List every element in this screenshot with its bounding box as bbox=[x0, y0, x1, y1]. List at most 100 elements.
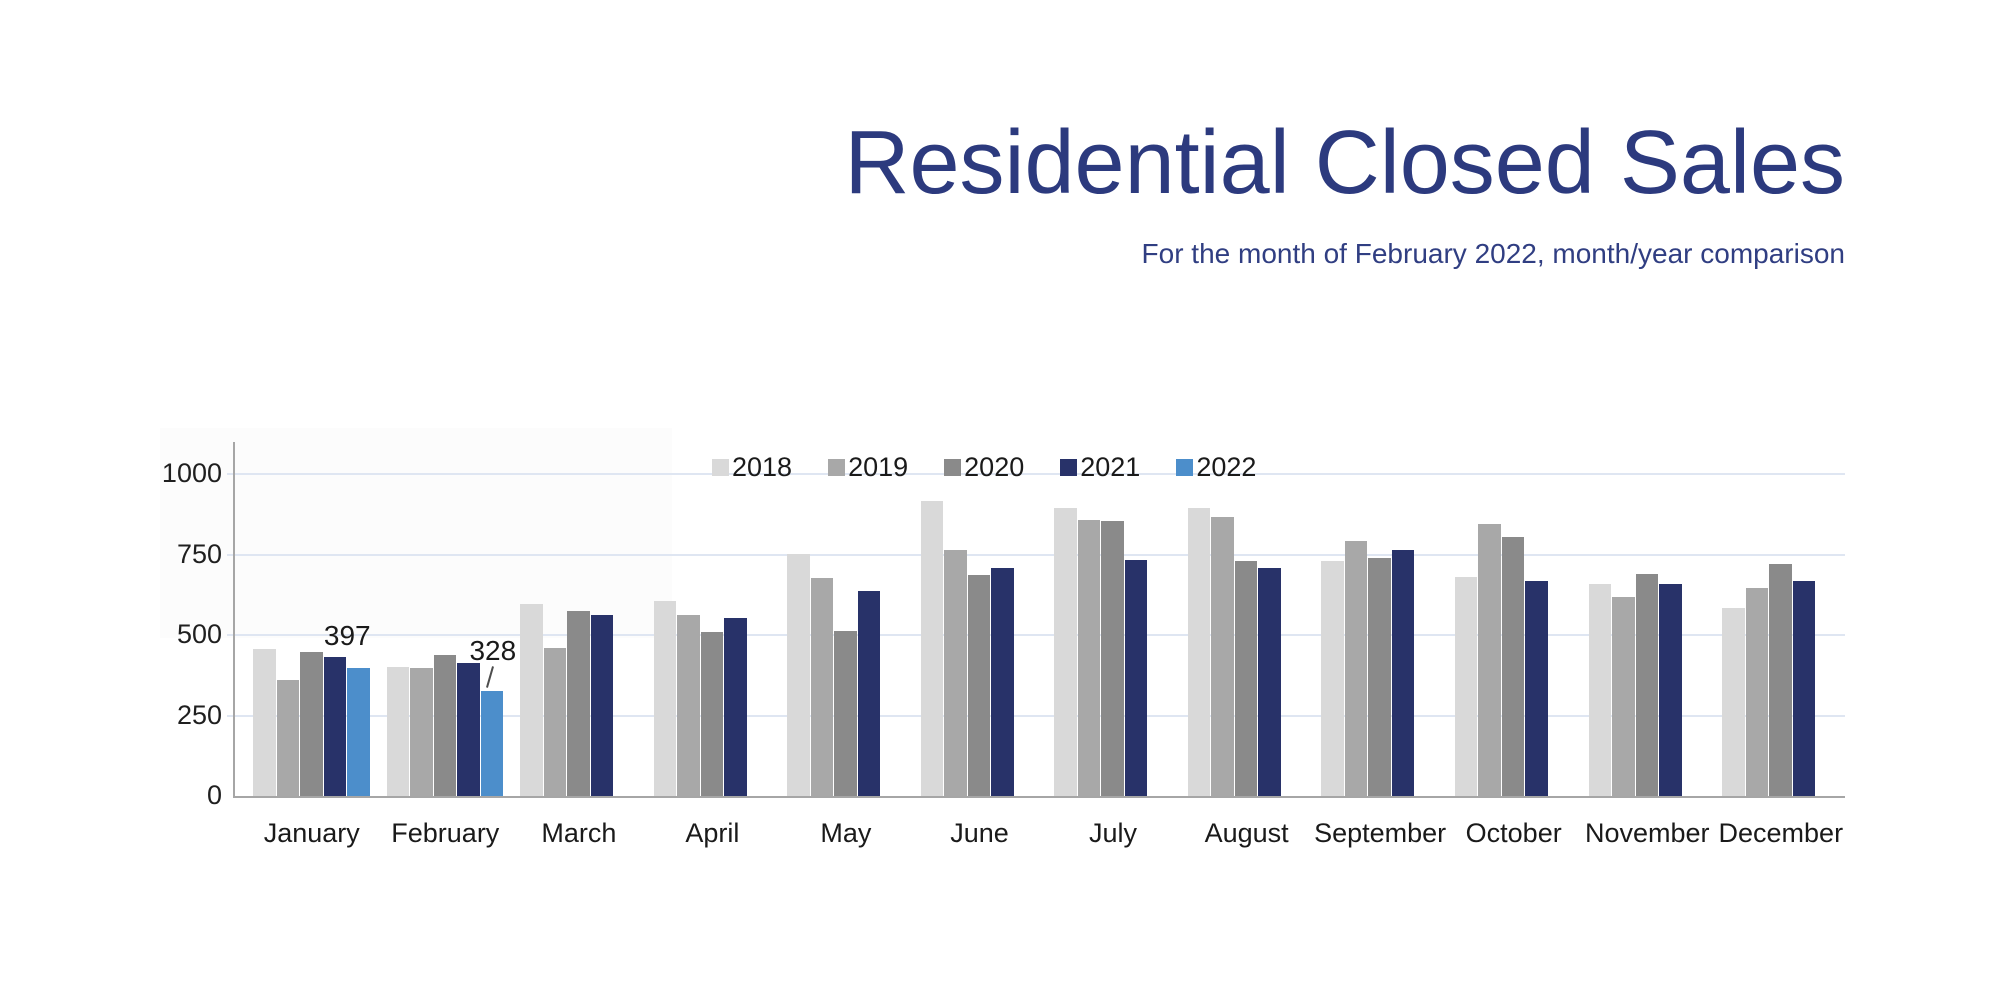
bar-2021-january bbox=[323, 656, 346, 796]
bar-2020-march bbox=[567, 611, 590, 796]
bar-2019-july bbox=[1077, 520, 1101, 796]
bar-2018-november bbox=[1588, 584, 1611, 796]
x-axis-line bbox=[233, 796, 1845, 798]
data-label-january: 397 bbox=[323, 620, 371, 652]
bar-2020-june bbox=[967, 574, 991, 796]
bar-2021-march bbox=[590, 614, 614, 796]
legend: 2018 2019 2020 2021 2022 bbox=[712, 452, 1256, 483]
bar-2018-april bbox=[653, 601, 677, 796]
y-axis-tick-label: 750 bbox=[176, 538, 222, 569]
y-axis-tick-label: 1000 bbox=[161, 458, 222, 489]
bar-2020-january bbox=[300, 652, 323, 796]
bar-2020-may bbox=[834, 631, 857, 796]
bar-2020-july bbox=[1101, 521, 1124, 796]
bar-2021-august bbox=[1258, 567, 1281, 796]
legend-item-2022: 2022 bbox=[1176, 452, 1256, 483]
gridline bbox=[233, 634, 1845, 637]
gridline bbox=[233, 553, 1845, 556]
bar-2019-september bbox=[1344, 540, 1368, 796]
background-panel bbox=[160, 428, 672, 638]
bar-2018-may bbox=[787, 553, 810, 796]
callout-line bbox=[485, 665, 494, 688]
bar-2021-june bbox=[991, 567, 1014, 796]
bar-2018-august bbox=[1187, 507, 1211, 796]
bar-2021-september bbox=[1391, 550, 1415, 796]
bar-2020-february bbox=[433, 655, 457, 796]
legend-label-2021: 2021 bbox=[1080, 452, 1141, 482]
bar-2018-october bbox=[1454, 577, 1478, 796]
bar-2019-march bbox=[543, 648, 567, 796]
legend-label-2018: 2018 bbox=[732, 452, 793, 482]
bar-2018-december bbox=[1722, 607, 1745, 796]
bar-2021-november bbox=[1659, 584, 1682, 796]
bar-2019-october bbox=[1478, 523, 1501, 796]
y-axis-line bbox=[233, 442, 235, 798]
legend-item-2020: 2020 bbox=[944, 452, 1024, 483]
y-axis-tick-label: 500 bbox=[176, 619, 222, 650]
bar-2019-august bbox=[1211, 517, 1234, 796]
bar-2020-september bbox=[1368, 558, 1391, 796]
x-axis-label-june: June bbox=[950, 818, 1009, 848]
bar-2019-june bbox=[944, 550, 967, 796]
chart-title: Residential Closed Sales bbox=[844, 113, 1845, 213]
x-axis-label-july: July bbox=[1089, 818, 1138, 848]
x-axis-label-february: February bbox=[391, 818, 500, 848]
bar-2020-april bbox=[700, 631, 724, 796]
gridline bbox=[233, 473, 1845, 476]
legend-item-2018: 2018 bbox=[712, 452, 792, 483]
bar-2018-march bbox=[520, 604, 543, 796]
axis-tick bbox=[227, 634, 233, 637]
legend-item-2021: 2021 bbox=[1060, 452, 1140, 483]
x-axis-label-may: May bbox=[820, 818, 872, 848]
bar-2020-august bbox=[1234, 560, 1258, 796]
bar-2019-february bbox=[410, 668, 433, 796]
y-axis-tick-label: 0 bbox=[206, 780, 222, 810]
axis-tick bbox=[227, 714, 233, 717]
bar-2020-october bbox=[1501, 537, 1525, 796]
data-label-february: 328 bbox=[469, 634, 517, 666]
bar-2022-february bbox=[480, 690, 504, 796]
bar-2018-july bbox=[1054, 507, 1077, 796]
x-axis-label-december: December bbox=[1718, 818, 1844, 848]
legend-swatch-2019 bbox=[828, 459, 846, 476]
bar-2019-may bbox=[810, 577, 834, 796]
bar-2018-june bbox=[920, 500, 944, 796]
legend-item-2019: 2019 bbox=[828, 452, 908, 483]
bar-2020-december bbox=[1769, 564, 1792, 796]
bar-2021-april bbox=[724, 618, 747, 796]
legend-label-2022: 2022 bbox=[1196, 452, 1257, 482]
chart-subtitle: For the month of February 2022, month/ye… bbox=[1141, 238, 1845, 269]
bar-2019-november bbox=[1612, 596, 1635, 796]
axis-tick bbox=[227, 473, 233, 476]
y-axis-tick-label: 250 bbox=[176, 699, 222, 730]
bar-2018-january bbox=[253, 648, 276, 796]
bar-2021-december bbox=[1792, 580, 1816, 796]
x-axis-label-october: October bbox=[1465, 818, 1562, 848]
x-axis-label-march: March bbox=[541, 818, 617, 848]
bar-2019-december bbox=[1745, 587, 1769, 796]
bar-2021-october bbox=[1525, 580, 1548, 796]
bar-2021-may bbox=[857, 590, 881, 796]
bar-2018-september bbox=[1321, 560, 1344, 796]
x-axis-label-november: November bbox=[1584, 818, 1710, 848]
bar-2020-november bbox=[1635, 574, 1658, 796]
legend-swatch-2022 bbox=[1176, 459, 1194, 476]
legend-swatch-2021 bbox=[1060, 459, 1078, 476]
axis-tick bbox=[227, 553, 233, 556]
x-axis-label-january: January bbox=[263, 818, 360, 848]
gridline bbox=[233, 714, 1845, 717]
x-axis-label-august: August bbox=[1204, 818, 1289, 848]
x-axis-label-september: September bbox=[1314, 818, 1447, 848]
legend-label-2020: 2020 bbox=[964, 452, 1025, 482]
legend-swatch-2020 bbox=[944, 459, 962, 476]
bar-2021-july bbox=[1124, 559, 1148, 796]
bar-2022-january bbox=[347, 668, 370, 796]
bar-2019-january bbox=[276, 679, 299, 796]
bar-2019-april bbox=[677, 614, 700, 796]
legend-label-2019: 2019 bbox=[848, 452, 909, 482]
legend-swatch-2018 bbox=[712, 459, 729, 476]
bar-2021-february bbox=[457, 662, 480, 796]
bar-2018-february bbox=[386, 667, 410, 796]
x-axis-label-april: April bbox=[685, 818, 740, 848]
